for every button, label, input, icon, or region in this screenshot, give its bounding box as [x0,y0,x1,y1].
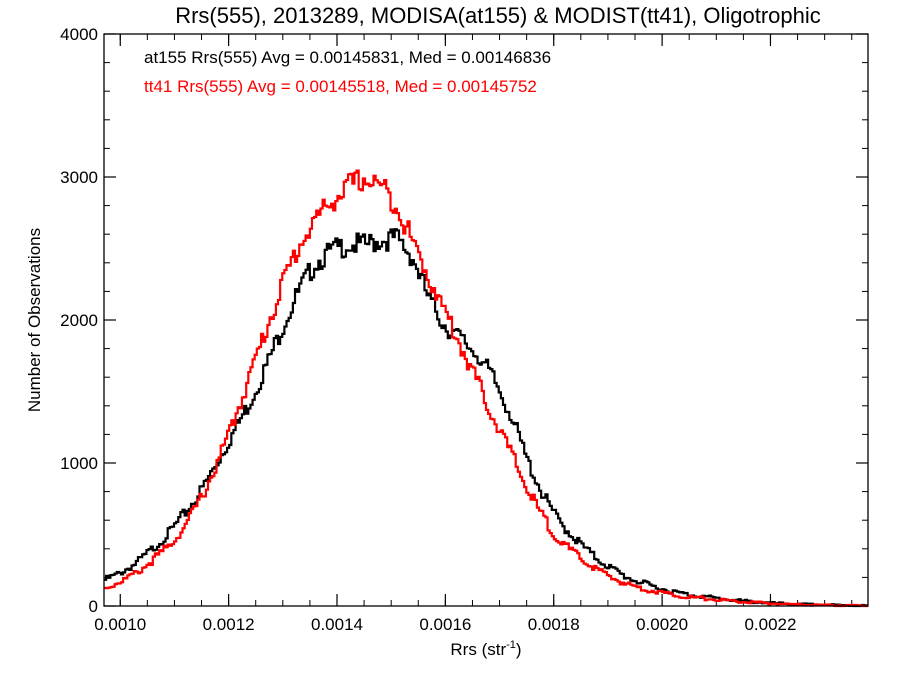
x-tick-label: 0.0022 [744,615,796,634]
y-tick-label: 4000 [60,25,98,44]
x-axis-label: Rrs (str-1) [450,639,521,659]
tick-labels: 0.0010 0.0012 0.0014 0.0016 0.0018 0.0020 0.00… [60,25,796,634]
y-tick-label: 1000 [60,454,98,473]
x-axis-label-sup: -1 [506,639,516,651]
data-series [104,169,868,608]
x-tick-label: 0.0018 [528,615,580,634]
x-tick-label: 0.0010 [94,615,146,634]
y-tick-label: 3000 [60,168,98,187]
x-tick-label: 0.0016 [419,615,471,634]
x-tick-label: 0.0020 [636,615,688,634]
y-axis-label: Number of Observations [25,228,44,412]
chart-title: Rrs(555), 2013289, MODISA(at155) & MODIS… [175,3,821,28]
x-tick-label: 0.0012 [203,615,255,634]
grid-ticks [104,33,868,607]
x-axis-label-main: Rrs (str [450,640,506,659]
series-line-at155 [104,228,868,608]
legend-entry-at155: at155 Rrs(555) Avg = 0.00145831, Med = 0… [144,48,551,67]
x-tick-label: 0.0014 [311,615,363,634]
plot-frame [103,33,869,607]
y-tick-label: 0 [89,597,98,616]
y-tick-label: 2000 [60,311,98,330]
series-line-tt41 [104,169,868,608]
legend-entry-tt41: tt41 Rrs(555) Avg = 0.00145518, Med = 0.… [144,77,537,96]
x-axis-label-close: ) [516,640,522,659]
